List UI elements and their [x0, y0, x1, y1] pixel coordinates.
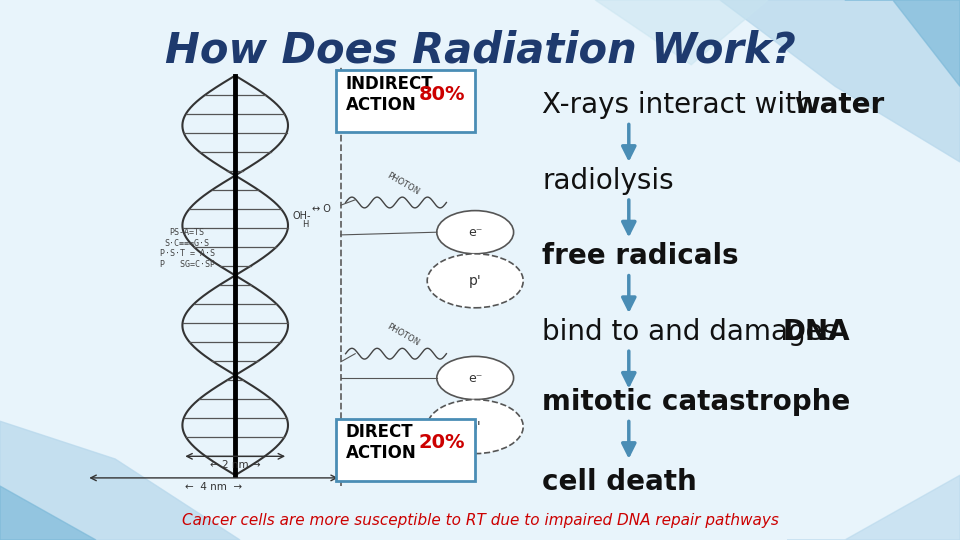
Circle shape [427, 254, 523, 308]
Text: radiolysis: radiolysis [542, 167, 674, 195]
Text: water: water [794, 91, 885, 119]
Text: OH-: OH- [293, 211, 311, 221]
Text: 80%: 80% [419, 85, 466, 104]
Text: P·S·T = A·S: P·S·T = A·S [159, 249, 215, 259]
Text: bind to and damages: bind to and damages [542, 318, 847, 346]
Text: DIRECT
ACTION: DIRECT ACTION [346, 423, 417, 462]
Polygon shape [845, 0, 960, 86]
Text: INDIRECT
ACTION: INDIRECT ACTION [346, 75, 433, 114]
Text: cell death: cell death [542, 468, 697, 496]
Text: S·C≡≡≡G·S: S·C≡≡≡G·S [165, 239, 209, 248]
Text: p': p' [468, 274, 482, 288]
FancyBboxPatch shape [336, 418, 475, 481]
Text: How Does Radiation Work?: How Does Radiation Work? [164, 30, 796, 72]
Polygon shape [0, 421, 240, 540]
Text: DNA: DNA [782, 318, 850, 346]
Text: X-rays interact with: X-rays interact with [542, 91, 823, 119]
Circle shape [437, 211, 514, 254]
Text: Cancer cells are more susceptible to RT due to impaired DNA repair pathways: Cancer cells are more susceptible to RT … [181, 513, 779, 528]
Text: ↔ O: ↔ O [312, 204, 331, 214]
Text: PHOTON: PHOTON [385, 171, 421, 197]
Circle shape [437, 356, 514, 400]
Circle shape [427, 400, 523, 454]
Polygon shape [720, 0, 960, 162]
FancyBboxPatch shape [336, 70, 475, 132]
Polygon shape [595, 0, 768, 65]
Text: free radicals: free radicals [542, 242, 739, 271]
Text: ←  4 nm  →: ← 4 nm → [185, 482, 242, 492]
Text: PHOTON: PHOTON [385, 322, 421, 348]
Text: ← 2 nm →: ← 2 nm → [210, 460, 260, 470]
Text: e⁻: e⁻ [468, 226, 482, 239]
Text: PS-A=TS: PS-A=TS [170, 228, 204, 237]
Text: 20%: 20% [419, 433, 466, 452]
Polygon shape [0, 486, 96, 540]
Text: p': p' [468, 420, 482, 434]
Polygon shape [787, 475, 960, 540]
Text: P   SG=C·SP: P SG=C·SP [159, 260, 215, 269]
Text: e⁻: e⁻ [468, 372, 482, 384]
Text: H: H [302, 220, 309, 229]
Text: mitotic catastrophe: mitotic catastrophe [542, 388, 851, 416]
